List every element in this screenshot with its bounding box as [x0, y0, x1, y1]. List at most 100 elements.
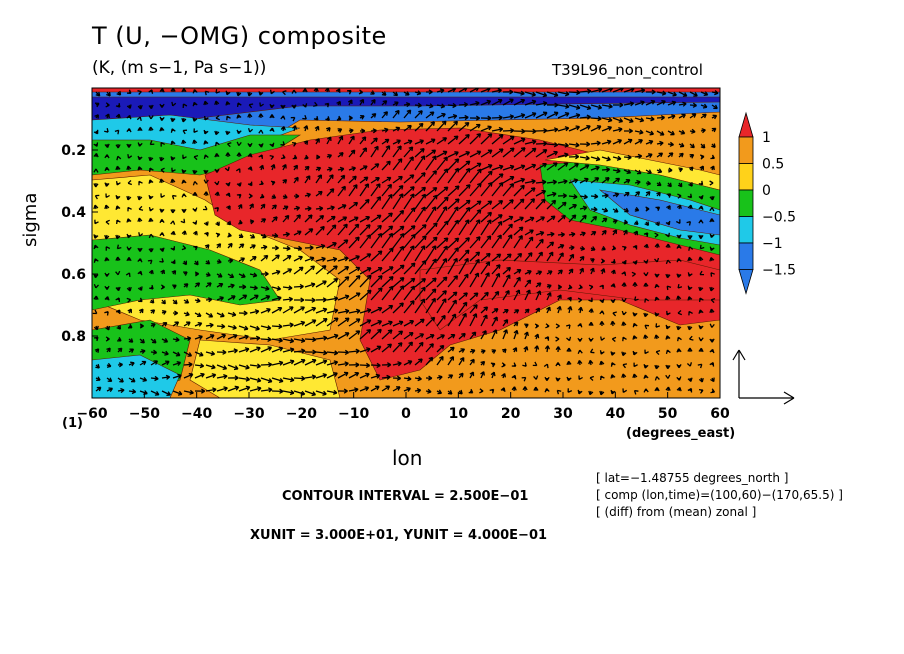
- wind-vector: [148, 115, 154, 120]
- wind-vector: [172, 337, 180, 343]
- wind-vector: [436, 298, 447, 314]
- wind-vector: [381, 183, 393, 197]
- wind-vector: [348, 387, 359, 393]
- wind-vector: [535, 282, 542, 288]
- wind-vector: [348, 330, 361, 340]
- wind-vector: [116, 244, 122, 250]
- wind-vector: [698, 337, 704, 342]
- wind-vector: [138, 297, 143, 303]
- wind-vector: [92, 309, 98, 315]
- y-tick-label: 0.6: [61, 267, 86, 283]
- wind-vector: [403, 91, 410, 96]
- wind-vector: [522, 362, 527, 367]
- wind-vector: [425, 206, 437, 223]
- region-top-cap-red: [92, 88, 720, 93]
- wind-vector: [150, 375, 159, 382]
- wind-vector: [546, 111, 559, 119]
- wind-vector: [181, 208, 187, 213]
- wind-vector: [315, 256, 326, 262]
- wind-vector: [513, 177, 526, 184]
- wind-vector: [138, 205, 144, 211]
- wind-vector: [227, 295, 236, 301]
- vector-unit-text: XUNIT = 3.000E+01, YUNIT = 4.000E−01: [250, 528, 548, 543]
- colorbar-tick-label: 0.5: [762, 157, 784, 173]
- wind-vector: [392, 126, 401, 132]
- wind-vector: [480, 261, 491, 275]
- wind-vector: [314, 125, 320, 132]
- wind-vector: [677, 310, 683, 316]
- wind-vector: [601, 217, 608, 223]
- wind-vector: [403, 320, 415, 327]
- wind-vector: [247, 166, 253, 171]
- wind-vector: [414, 358, 423, 366]
- wind-vector: [645, 89, 656, 95]
- wind-vector: [469, 272, 480, 288]
- wind-vector: [315, 174, 323, 184]
- wind-vector: [502, 274, 511, 288]
- wind-vector: [436, 334, 445, 340]
- wind-vector: [677, 193, 682, 199]
- wind-vector: [643, 334, 649, 340]
- wind-vector: [138, 232, 144, 237]
- wind-vector: [205, 334, 215, 340]
- wind-vector: [359, 386, 370, 392]
- wind-vector: [214, 180, 220, 186]
- wind-vector: [480, 125, 492, 132]
- wind-vector: [106, 347, 111, 353]
- x-tick-label: 10: [449, 406, 469, 422]
- wind-vector: [216, 296, 225, 302]
- wind-vector: [655, 349, 661, 356]
- wind-vector: [579, 245, 586, 251]
- wind-vector: [238, 325, 249, 331]
- wind-vector: [469, 371, 475, 379]
- wind-vector: [326, 215, 336, 223]
- colorbar-bottom-arrow: [738, 269, 754, 295]
- wind-vector: [203, 191, 209, 197]
- wind-vector: [337, 204, 347, 210]
- wind-vector: [304, 297, 316, 303]
- wind-vector: [93, 325, 99, 331]
- wind-vector: [161, 321, 168, 327]
- wind-vector: [159, 127, 165, 132]
- wind-vector: [491, 164, 504, 171]
- wind-vector: [414, 102, 422, 108]
- wind-vector: [238, 273, 246, 279]
- wind-vector: [115, 143, 121, 149]
- wind-vector: [590, 258, 595, 263]
- wind-vector: [216, 373, 228, 380]
- wind-vector: [115, 181, 121, 186]
- wind-vector: [315, 280, 327, 288]
- wind-vector: [566, 336, 572, 342]
- wind-vector: [479, 388, 484, 394]
- wind-vector: [161, 310, 167, 315]
- wind-vector: [667, 91, 677, 97]
- wind-vector: [304, 165, 310, 171]
- wind-vector: [403, 387, 411, 392]
- wind-vector: [370, 275, 383, 288]
- wind-vector: [645, 130, 655, 136]
- wind-vector: [643, 312, 649, 318]
- colorbar-top-arrow: [738, 111, 754, 138]
- wind-vector: [687, 204, 693, 210]
- wind-vector: [579, 104, 592, 111]
- wind-vector: [447, 206, 459, 223]
- wind-vector: [150, 349, 158, 355]
- wind-vector: [610, 269, 616, 275]
- wind-vector: [458, 199, 471, 210]
- wind-vector: [392, 139, 401, 145]
- wind-vector: [403, 376, 412, 382]
- wind-vector: [159, 178, 165, 184]
- wind-vector: [214, 191, 220, 197]
- wind-vector: [403, 124, 412, 132]
- wind-vector: [337, 256, 349, 262]
- wind-vector: [126, 218, 132, 223]
- wind-vector: [590, 140, 601, 146]
- wind-vector: [469, 150, 482, 158]
- wind-vector: [115, 256, 121, 262]
- wind-vector: [172, 373, 182, 379]
- wind-vector: [667, 130, 675, 136]
- wind-vector: [643, 364, 649, 369]
- wind-vector: [687, 325, 693, 331]
- wind-vector: [414, 260, 427, 275]
